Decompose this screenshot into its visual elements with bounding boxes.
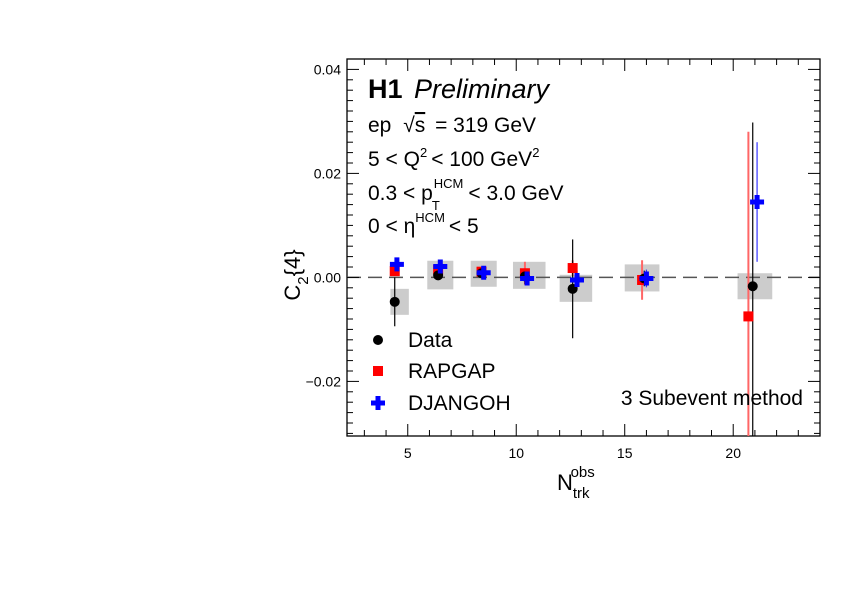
axis-ticks: 5 10 15 20 −0.02 0.00 0.02 0.04 bbox=[306, 58, 821, 461]
data-marker bbox=[747, 281, 758, 292]
legend-marker-data bbox=[373, 335, 383, 345]
y-tick-label: 0.04 bbox=[314, 61, 341, 77]
annotation-eta: 0 < ηHCM < 5 bbox=[368, 210, 479, 238]
x-tick-label: 15 bbox=[617, 445, 633, 461]
y-tick-label: 0.00 bbox=[314, 269, 341, 285]
legend-marker-djangoh bbox=[371, 396, 385, 410]
djangoh-marker bbox=[569, 273, 584, 287]
systematic-boxes bbox=[390, 260, 773, 315]
y-axis-title: C2{4} bbox=[280, 249, 312, 300]
data-markers bbox=[389, 195, 765, 322]
y-tick-label: 0.02 bbox=[314, 165, 341, 181]
annotation-energy: ep √s = 319 GeV bbox=[368, 114, 536, 137]
rapgap-marker bbox=[567, 263, 578, 274]
title-preliminary: Preliminary bbox=[414, 74, 551, 104]
djangoh-marker bbox=[639, 271, 654, 286]
x-tick-label: 20 bbox=[725, 445, 741, 461]
legend-label-djangoh: DJANGOH bbox=[408, 392, 511, 415]
x-axis-title: Ntrkobs bbox=[557, 464, 595, 502]
legend-label-data: Data bbox=[408, 329, 453, 352]
title-h1: H1 bbox=[368, 74, 403, 104]
plot-frame bbox=[346, 58, 821, 437]
legend-label-rapgap: RAPGAP bbox=[408, 360, 496, 383]
x-tick-label: 10 bbox=[508, 445, 524, 461]
djangoh-marker bbox=[433, 259, 448, 274]
annotation-method: 3 Subevent method bbox=[621, 387, 803, 410]
data-marker bbox=[389, 296, 400, 307]
rapgap-marker bbox=[743, 311, 754, 322]
djangoh-marker bbox=[520, 271, 535, 286]
djangoh-marker bbox=[750, 195, 765, 209]
x-tick-label: 5 bbox=[404, 445, 412, 461]
y-tick-label: −0.02 bbox=[306, 373, 342, 389]
legend-marker-rapgap bbox=[373, 366, 383, 376]
chart-title: H1 Preliminary bbox=[368, 74, 550, 104]
djangoh-marker bbox=[476, 265, 491, 280]
annotation-pt: 0.3 < pTHCM < 3.0 GeV bbox=[368, 176, 564, 213]
djangoh-marker bbox=[389, 257, 404, 272]
legend: Data RAPGAP DJANGOH bbox=[371, 329, 511, 415]
annotation-q2: 5 < Q2 < 100 GeV2 bbox=[368, 145, 539, 171]
